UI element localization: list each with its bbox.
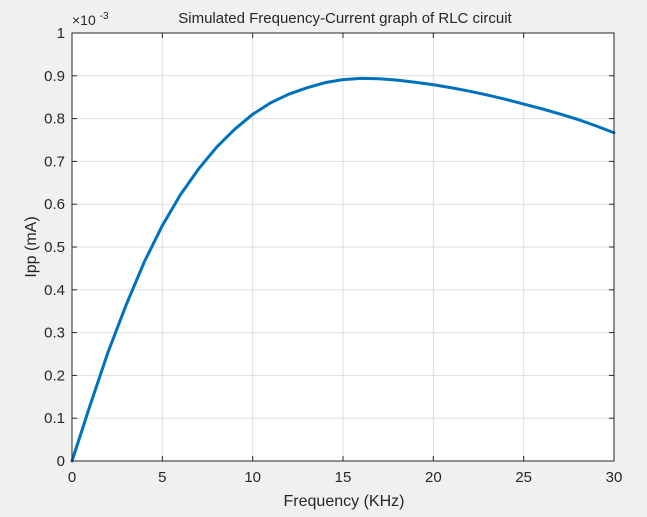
- x-axis-label: Frequency (KHz): [284, 493, 405, 510]
- x-tick-label: 5: [158, 469, 166, 486]
- y-tick-label: 0.6: [44, 196, 65, 213]
- y-tick-label: 0.4: [44, 282, 65, 299]
- x-tick-label: 30: [606, 469, 623, 486]
- y-tick-label: 0: [57, 453, 65, 470]
- x-tick-label: 0: [68, 469, 76, 486]
- axis-ticks: 0 5 10 15 20 25 30 0 0.1 0.2 0.3 0.4 0.5 0.6 0.7 0.8 0.9…: [44, 25, 622, 486]
- y-tick-label: 0.9: [44, 68, 65, 85]
- y-tick-label: 1: [57, 25, 65, 42]
- y-exponent-power: -3: [100, 11, 109, 22]
- y-tick-label: 0.2: [44, 367, 65, 384]
- y-tick-label: 0.3: [44, 325, 65, 342]
- y-exponent-base: ×10: [72, 12, 96, 28]
- y-tick-label: 0.8: [44, 111, 65, 128]
- y-tick-label: 0.5: [44, 239, 65, 256]
- y-tick-label: 0.7: [44, 153, 65, 170]
- x-tick-label: 15: [335, 469, 352, 486]
- x-tick-label: 25: [515, 469, 532, 486]
- x-tick-label: 10: [244, 469, 261, 486]
- x-tick-label: 20: [425, 469, 442, 486]
- series-line: [70, 76, 616, 463]
- y-axis-label: Ipp (mA): [23, 216, 40, 277]
- chart-title: Simulated Frequency-Current graph of RLC…: [178, 10, 512, 27]
- y-exponent-label: ×10 -3: [72, 11, 109, 28]
- y-tick-label: 0.1: [44, 410, 65, 427]
